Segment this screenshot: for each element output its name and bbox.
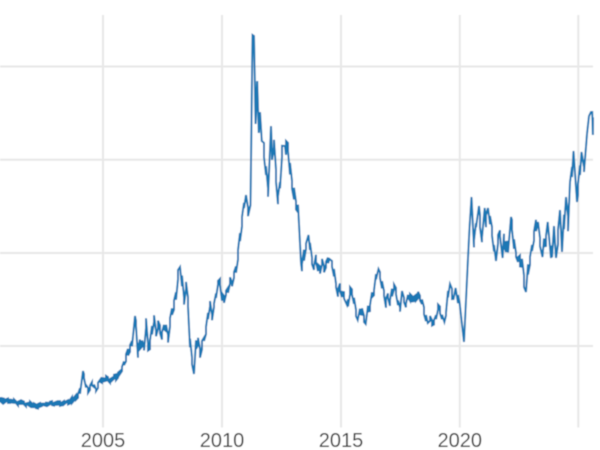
svg-text:2020: 2020 xyxy=(438,430,483,450)
svg-text:2015: 2015 xyxy=(319,430,364,450)
svg-text:2005: 2005 xyxy=(81,430,126,450)
svg-text:2010: 2010 xyxy=(200,430,245,450)
